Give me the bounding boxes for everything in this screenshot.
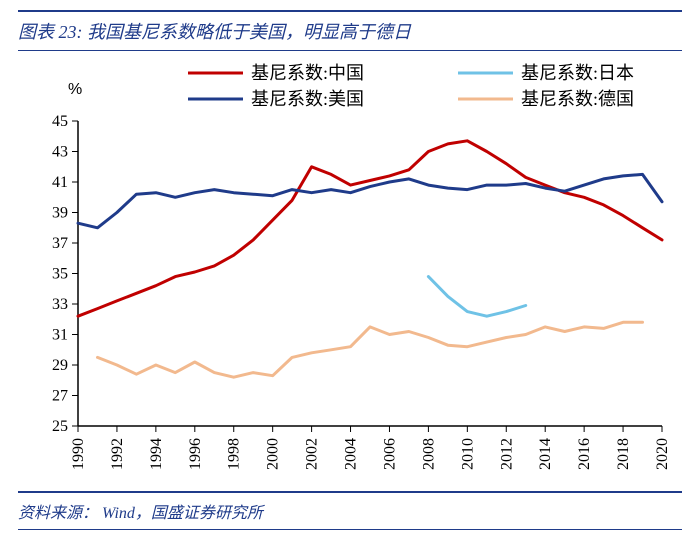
x-tick-label: 2006: [381, 438, 398, 470]
x-tick-label: 1990: [70, 438, 87, 470]
x-tick-label: 2008: [420, 438, 437, 470]
legend-label: 基尼系数:德国: [521, 89, 634, 109]
source-label: 资料来源：: [18, 505, 98, 522]
x-tick-label: 2002: [304, 438, 321, 470]
y-tick-label: 27: [52, 388, 68, 405]
x-tick-label: 1996: [187, 438, 204, 470]
x-tick-label: 1992: [109, 438, 126, 470]
y-tick-label: 29: [52, 357, 68, 374]
x-tick-label: 2018: [615, 438, 632, 470]
y-tick-label: 39: [52, 205, 68, 222]
legend-label: 基尼系数:日本: [521, 63, 634, 83]
series-line: [98, 322, 643, 377]
y-tick-label: 43: [52, 144, 68, 161]
title-prefix: 图表 23:: [18, 22, 83, 42]
y-tick-label: 41: [52, 174, 68, 191]
line-chart: % 基尼系数:中国 基尼系数:日本基尼系数:美国 基尼系数:德国 25 27 29 31 33 3…: [18, 51, 682, 491]
legend-label: 基尼系数:中国: [251, 63, 364, 83]
y-tick-label: 25: [52, 418, 68, 435]
y-tick-label: 37: [52, 235, 68, 252]
x-tick-label: 2004: [343, 438, 360, 470]
x-tick-label: 2014: [537, 438, 554, 470]
x-tick-label: 2012: [498, 438, 515, 470]
y-unit-label: %: [68, 81, 82, 98]
series-line: [78, 174, 662, 227]
y-tick-label: 45: [52, 113, 68, 130]
x-tick-label: 2016: [576, 438, 593, 470]
title-text: 我国基尼系数略低于美国，明显高于德日: [87, 22, 411, 42]
x-tick-label: 2010: [459, 438, 476, 470]
x-tick-label: 1998: [226, 438, 243, 470]
legend-label: 基尼系数:美国: [251, 89, 364, 109]
series-line: [428, 277, 525, 317]
source-line: 资料来源： Wind，国盛证券研究所: [18, 491, 682, 530]
y-tick-label: 35: [52, 266, 68, 283]
x-tick-label: 1994: [148, 438, 165, 470]
chart-title: 图表 23: 我国基尼系数略低于美国，明显高于德日: [18, 10, 682, 51]
y-tick-label: 31: [52, 327, 68, 344]
series-line: [78, 141, 662, 316]
x-tick-label: 2020: [654, 438, 671, 470]
x-tick-label: 2000: [265, 438, 282, 470]
y-tick-label: 33: [52, 296, 68, 313]
source-text: Wind，国盛证券研究所: [102, 505, 263, 522]
